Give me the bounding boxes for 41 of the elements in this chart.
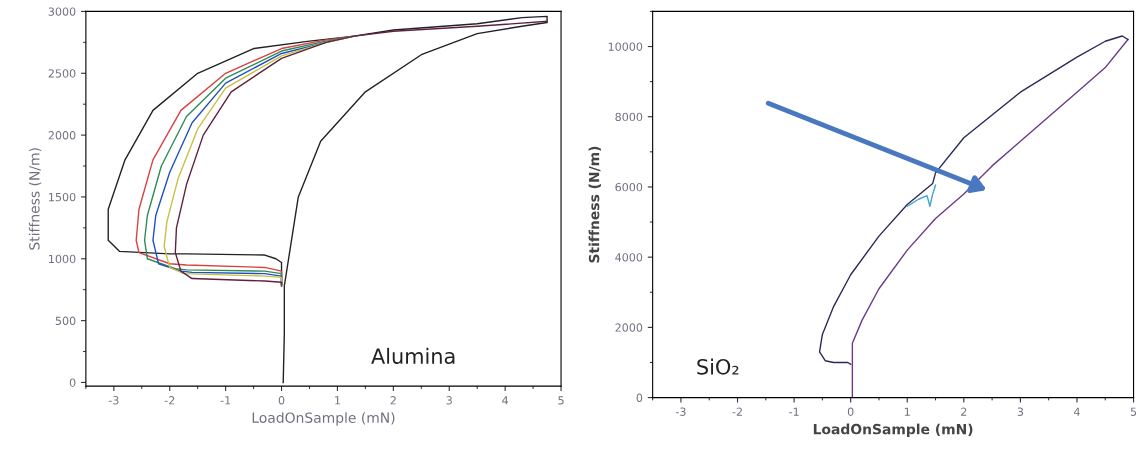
y-axis-title: Stiffness (N/m)	[588, 146, 601, 263]
x-axis-title: LoadOnSample (mN)	[252, 412, 395, 426]
y-tick-label: 4000	[615, 253, 643, 262]
y-tick-label: 6000	[615, 182, 643, 192]
line-series	[906, 184, 937, 207]
x-tick-label: -1	[789, 407, 799, 416]
x-tick-label: -3	[675, 407, 686, 416]
x-tick-label: 2	[961, 407, 967, 416]
x-tick-label: -2	[164, 396, 175, 405]
x-tick-label: -3	[108, 396, 119, 405]
x-tick-label: 3	[1017, 407, 1024, 416]
x-tick-label: 5	[558, 396, 564, 405]
line-series	[851, 38, 1129, 398]
y-tick-label: 8000	[615, 112, 643, 122]
y-tick-label: 0	[69, 378, 76, 387]
x-tick-label: 0	[278, 396, 285, 405]
y-tick-label: 1000	[49, 254, 76, 264]
x-tick-label: 2	[390, 396, 396, 405]
y-tick-label: 1500	[49, 192, 76, 202]
y-tick-label: 10000	[608, 42, 643, 51]
line-series	[107, 15, 548, 384]
x-tick-label: -2	[732, 407, 742, 416]
x-tick-label: 1	[904, 407, 910, 416]
x-tick-label: 4	[502, 396, 509, 405]
x-tick-label: 3	[446, 396, 452, 405]
x-tick-label: -1	[220, 396, 231, 405]
y-axis-title: Stiffness (N/m)	[28, 148, 42, 250]
x-tick-label: 1	[335, 396, 340, 405]
x-tick-label: 5	[1130, 407, 1137, 416]
annotation: Alumina	[371, 347, 455, 364]
x-tick-label: 0	[847, 407, 854, 416]
y-tick-label: 500	[55, 316, 76, 325]
y-tick-label: 2000	[615, 323, 643, 332]
line-series	[174, 20, 548, 286]
line-series	[818, 35, 1129, 365]
y-tick-label: 2000	[48, 131, 76, 140]
y-tick-label: 2500	[48, 69, 76, 78]
x-tick-label: 4	[1073, 407, 1080, 416]
annotation: SiO₂	[697, 358, 739, 375]
x-axis-title: LoadOnSample (mN)	[813, 423, 973, 438]
y-tick-label: 3000	[48, 7, 76, 16]
